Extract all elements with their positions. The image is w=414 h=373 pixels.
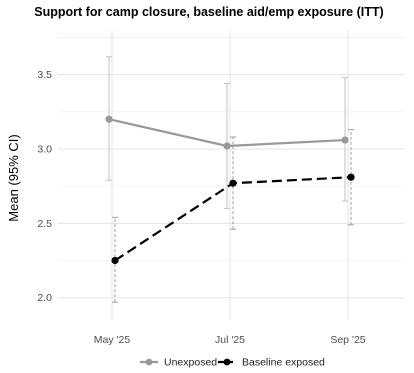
- legend: Unexposed Baseline exposed: [140, 357, 325, 369]
- legend-swatch-marker: [223, 358, 231, 366]
- legend-swatch-marker: [145, 358, 153, 366]
- y-tick-label: 3.0: [37, 143, 52, 155]
- chart-title: Support for camp closure, baseline aid/e…: [34, 5, 383, 19]
- y-tick-label: 3.5: [37, 69, 52, 81]
- legend-item: Unexposed: [140, 357, 217, 369]
- tick-layer: 2.0 2.5 3.0 3.5 May '25 Jul '25 Sep '25: [37, 69, 365, 346]
- x-tick-label: Jul '25: [215, 334, 245, 346]
- y-axis-label: Mean (95% CI): [6, 134, 21, 221]
- legend-label: Baseline exposed: [242, 357, 325, 369]
- legend-item: Baseline exposed: [218, 357, 325, 369]
- x-tick-label: Sep '25: [330, 334, 365, 346]
- point-layer: [105, 115, 355, 265]
- data-point-series-2: [347, 173, 355, 181]
- y-tick-label: 2.5: [37, 218, 52, 230]
- legend-label: Unexposed: [164, 357, 217, 369]
- data-point-series-1: [341, 136, 349, 144]
- y-tick-label: 2.0: [37, 292, 52, 304]
- data-point-series-1: [105, 115, 113, 123]
- grid-layer: [58, 30, 404, 320]
- x-tick-label: May '25: [94, 334, 131, 346]
- data-point-series-2: [229, 179, 237, 187]
- data-point-series-2: [111, 256, 119, 265]
- data-point-series-1: [223, 142, 231, 150]
